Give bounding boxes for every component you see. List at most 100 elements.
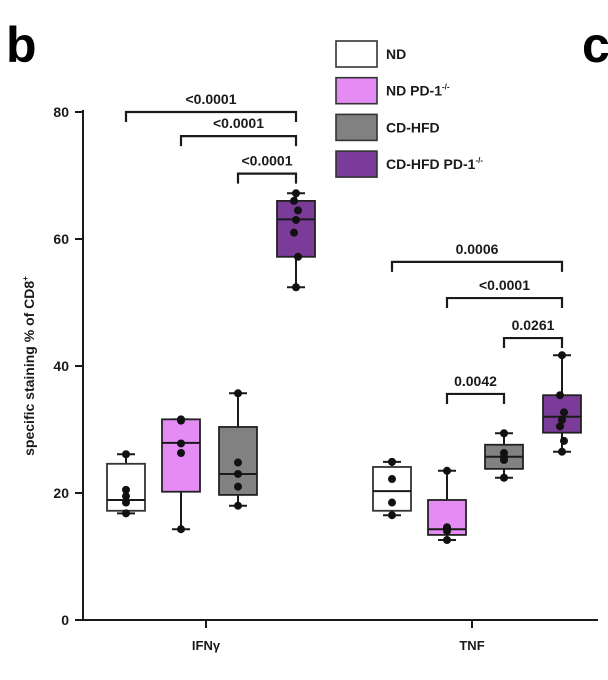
y-tick-label: 0 — [61, 612, 69, 628]
data-point — [177, 525, 185, 534]
significance-bracket: <0.0001 — [124, 91, 298, 122]
data-point — [558, 415, 566, 424]
data-point — [500, 455, 508, 464]
data-point — [234, 482, 242, 491]
legend-swatch — [335, 150, 378, 178]
data-point — [122, 492, 130, 501]
p-value-label: <0.0001 — [186, 91, 237, 107]
significance-bracket: 0.0261 — [502, 317, 564, 349]
legend-label: CD-HFD PD-1-/- — [386, 156, 483, 172]
bracket-line — [124, 110, 298, 122]
significance-bracket: 0.0006 — [390, 241, 564, 272]
data-point — [292, 189, 300, 198]
bracket-line — [179, 135, 298, 147]
legend-label: ND PD-1-/- — [386, 83, 450, 99]
legend: ND ND PD-1-/- CD-HFD CD-HFD PD-1-/- — [335, 40, 483, 178]
bracket-line — [445, 392, 506, 404]
x-tick-label: IFNγ — [192, 638, 221, 653]
legend-label-superscript: -/- — [442, 83, 450, 92]
legend-swatch — [335, 113, 378, 142]
significance-bracket: 0.0042 — [445, 373, 506, 404]
y-tick-label: 20 — [53, 485, 69, 501]
bracket-line — [390, 260, 564, 272]
p-value-label: <0.0001 — [242, 153, 293, 169]
p-value-label: 0.0261 — [512, 317, 555, 333]
series-cd-hfd-pd-1 — [276, 189, 582, 456]
legend-label: ND — [386, 46, 406, 62]
box — [372, 457, 412, 520]
box — [427, 466, 467, 544]
data-point — [558, 447, 566, 456]
data-point — [500, 473, 508, 482]
data-point — [388, 475, 396, 484]
data-point — [556, 422, 564, 431]
legend-item: ND — [335, 40, 406, 68]
series-nd — [106, 450, 412, 520]
data-point — [560, 436, 568, 445]
y-axis-title-text: specific staining % of CD8 — [21, 281, 37, 456]
p-value-label: <0.0001 — [479, 277, 530, 293]
data-point — [560, 408, 568, 417]
panel-letter-b: b — [6, 17, 37, 73]
data-point — [177, 448, 185, 457]
data-point — [234, 469, 242, 478]
legend-item: ND PD-1-/- — [335, 76, 450, 105]
box — [484, 429, 524, 482]
data-point — [443, 523, 451, 532]
bracket-line — [236, 172, 298, 184]
box-iqr — [372, 466, 412, 512]
significance-brackets: <0.0001 <0.0001 <0.0001 0.0006 <0.0001 0.0261… — [124, 91, 564, 404]
significance-bracket: <0.0001 — [445, 277, 564, 309]
bracket-line — [502, 336, 564, 349]
data-point — [234, 501, 242, 510]
box — [161, 415, 201, 534]
series-nd-pd-1 — [161, 415, 467, 544]
p-value-label: 0.0006 — [456, 241, 499, 257]
data-point — [556, 391, 564, 400]
box-series — [106, 189, 582, 544]
bracket-line — [445, 296, 564, 309]
data-point — [122, 485, 130, 494]
y-tick-label: 60 — [53, 231, 69, 247]
data-point — [290, 196, 298, 205]
data-point — [443, 466, 451, 475]
data-point — [290, 228, 298, 237]
data-point — [234, 389, 242, 398]
legend-swatch — [335, 76, 378, 105]
legend-label: CD-HFD — [386, 119, 440, 135]
legend-swatch — [335, 40, 378, 68]
box — [276, 189, 316, 292]
data-point — [558, 351, 566, 360]
data-point — [388, 457, 396, 466]
data-point — [177, 416, 185, 425]
legend-label-superscript: -/- — [475, 156, 483, 165]
x-tick-label: TNF — [459, 638, 484, 653]
svg-text:specific staining % of CD8+: specific staining % of CD8+ — [21, 276, 37, 456]
y-tick-label: 80 — [53, 104, 69, 120]
y-axis-title-superscript: + — [21, 276, 30, 281]
data-point — [292, 215, 300, 224]
box — [542, 351, 582, 456]
data-point — [294, 206, 302, 215]
data-point — [234, 458, 242, 467]
p-value-label: 0.0042 — [454, 373, 497, 389]
series-cd-hfd — [218, 389, 524, 510]
data-point — [292, 283, 300, 292]
data-point — [388, 498, 396, 507]
panel-letter-c: c — [582, 17, 608, 73]
data-point — [294, 252, 302, 261]
p-value-label: <0.0001 — [213, 115, 264, 131]
significance-bracket: <0.0001 — [236, 153, 298, 184]
significance-bracket: <0.0001 — [179, 115, 298, 147]
y-tick-label: 40 — [53, 358, 69, 374]
legend-item: CD-HFD — [335, 113, 440, 142]
data-point — [177, 439, 185, 448]
y-axis-title: specific staining % of CD8+ — [21, 276, 37, 456]
data-point — [122, 498, 130, 507]
data-point — [500, 429, 508, 438]
data-point — [122, 450, 130, 459]
axes: 0 20 40 60 80 IFNγ TNF — [53, 104, 598, 653]
box — [218, 389, 258, 510]
legend-item: CD-HFD PD-1-/- — [335, 150, 483, 178]
